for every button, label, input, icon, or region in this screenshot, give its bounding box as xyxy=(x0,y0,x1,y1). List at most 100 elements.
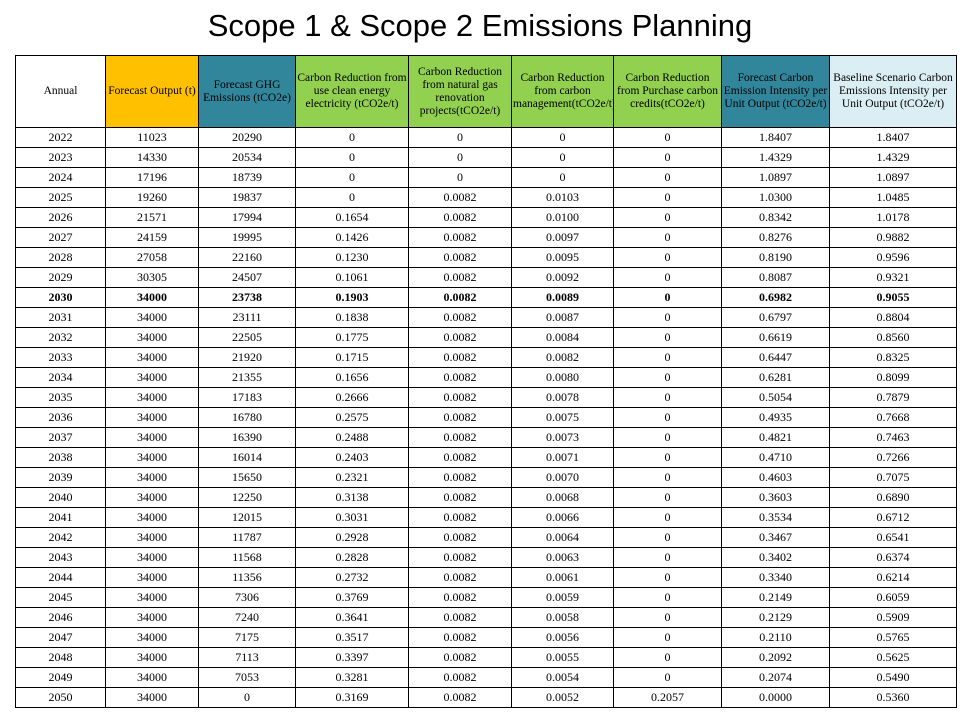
column-header: Forecast Carbon Emission Intensity per U… xyxy=(721,55,830,128)
table-cell: 0.1903 xyxy=(295,287,409,308)
table-cell: 0.6447 xyxy=(721,347,830,368)
table-cell: 34000 xyxy=(105,487,199,508)
table-cell: 0.3138 xyxy=(295,487,409,508)
table-cell: 0 xyxy=(198,687,296,708)
table-row: 2040 34000 12250 0.3138 0.0082 0.0068 0 0.3603 0… xyxy=(15,487,957,508)
table-cell: 34000 xyxy=(105,607,199,628)
table-row: 2043 34000 11568 0.2828 0.0082 0.0063 0 0.3402 0… xyxy=(15,547,957,568)
table-cell: 34000 xyxy=(105,587,199,608)
table-cell: 2046 xyxy=(15,607,106,628)
table-cell: 0.2321 xyxy=(295,467,409,488)
table-cell: 0 xyxy=(295,167,409,188)
table-cell: 0 xyxy=(613,327,722,348)
table-cell: 0 xyxy=(613,627,722,648)
table-cell: 0.0082 xyxy=(408,407,512,428)
table-cell: 0.1426 xyxy=(295,227,409,248)
table-row: 2046 34000 7240 0.3641 0.0082 0.0058 0 0.2129 0.… xyxy=(15,607,957,628)
table-cell: 0.0055 xyxy=(511,647,614,668)
emissions-table: Annual Forecast Output (t) Forecast GHG Em… xyxy=(15,55,957,708)
table-cell: 0.0082 xyxy=(408,247,512,268)
table-cell: 0.0082 xyxy=(408,287,512,308)
table-cell: 16014 xyxy=(198,447,296,468)
table-cell: 0.2488 xyxy=(295,427,409,448)
table-cell: 0.0082 xyxy=(408,587,512,608)
table-cell: 0 xyxy=(613,387,722,408)
table-row: 2032 34000 22505 0.1775 0.0082 0.0084 0 0.6619 0… xyxy=(15,327,957,348)
table-row: 2047 34000 7175 0.3517 0.0082 0.0056 0 0.2110 0.… xyxy=(15,627,957,648)
table-row: 2042 34000 11787 0.2928 0.0082 0.0064 0 0.3467 0… xyxy=(15,527,957,548)
table-cell: 7113 xyxy=(198,647,296,668)
table-cell: 0 xyxy=(511,127,614,148)
table-cell: 0.8087 xyxy=(721,267,830,288)
table-cell: 22505 xyxy=(198,327,296,348)
table-cell: 0.7463 xyxy=(829,427,957,448)
table-cell: 0 xyxy=(613,407,722,428)
table-cell: 0.2057 xyxy=(613,687,722,708)
table-cell: 11568 xyxy=(198,547,296,568)
table-cell: 0.0082 xyxy=(408,467,512,488)
table-cell: 2047 xyxy=(15,627,106,648)
table-cell: 0.5360 xyxy=(829,687,957,708)
table-cell: 0.6214 xyxy=(829,567,957,588)
table-cell: 0.0082 xyxy=(408,607,512,628)
table-cell: 2040 xyxy=(15,487,106,508)
table-cell: 0 xyxy=(613,527,722,548)
table-cell: 2027 xyxy=(15,227,106,248)
table-row: 2026 21571 17994 0.1654 0.0082 0.0100 0 0.8342 1… xyxy=(15,207,957,228)
table-cell: 34000 xyxy=(105,447,199,468)
table-cell: 0.3340 xyxy=(721,567,830,588)
table-cell: 0.5054 xyxy=(721,387,830,408)
table-cell: 0.3397 xyxy=(295,647,409,668)
table-cell: 2024 xyxy=(15,167,106,188)
title: Scope 1 & Scope 2 Emissions Planning xyxy=(207,8,753,43)
table-cell: 0.6619 xyxy=(721,327,830,348)
table-row: 2036 34000 16780 0.2575 0.0082 0.0075 0 0.4935 0… xyxy=(15,407,957,428)
table-cell: 0.0000 xyxy=(721,687,830,708)
table-cell: 0.0084 xyxy=(511,327,614,348)
table-cell: 0.0059 xyxy=(511,587,614,608)
table-cell: 0.0082 xyxy=(408,307,512,328)
table-cell: 0 xyxy=(613,207,722,228)
table-cell: 34000 xyxy=(105,667,199,688)
table-cell: 0.4935 xyxy=(721,407,830,428)
table-cell: 34000 xyxy=(105,547,199,568)
table-cell: 34000 xyxy=(105,367,199,388)
table-cell: 0.2403 xyxy=(295,447,409,468)
table-cell: 0.1654 xyxy=(295,207,409,228)
table-cell: 0.1656 xyxy=(295,367,409,388)
table-cell: 1.4329 xyxy=(721,147,830,168)
table-row: 2034 34000 21355 0.1656 0.0082 0.0080 0 0.6281 0… xyxy=(15,367,957,388)
table-cell: 0.1775 xyxy=(295,327,409,348)
table-cell: 22160 xyxy=(198,247,296,268)
table-cell: 0.3641 xyxy=(295,607,409,628)
table-cell: 2022 xyxy=(15,127,106,148)
table-cell: 0.8804 xyxy=(829,307,957,328)
table-cell: 0 xyxy=(613,567,722,588)
table-cell: 34000 xyxy=(105,507,199,528)
table-cell: 34000 xyxy=(105,287,199,308)
column-header: Carbon Reduction from use clean energy e… xyxy=(295,55,409,128)
table-cell: 0 xyxy=(613,307,722,328)
table-cell: 0.2110 xyxy=(721,627,830,648)
table-cell: 2050 xyxy=(15,687,106,708)
table-cell: 11356 xyxy=(198,567,296,588)
table-cell: 0 xyxy=(613,247,722,268)
table-row: 2044 34000 11356 0.2732 0.0082 0.0061 0 0.3340 0… xyxy=(15,567,957,588)
table-cell: 0.9596 xyxy=(829,247,957,268)
table-cell: 7053 xyxy=(198,667,296,688)
table-cell: 0.8276 xyxy=(721,227,830,248)
table-cell: 0.0103 xyxy=(511,187,614,208)
table-cell: 1.0485 xyxy=(829,187,957,208)
table-cell: 0.9321 xyxy=(829,267,957,288)
table-cell: 0.2928 xyxy=(295,527,409,548)
table-cell: 0.0075 xyxy=(511,407,614,428)
table-cell: 1.0300 xyxy=(721,187,830,208)
table-cell: 0.0082 xyxy=(511,347,614,368)
table-cell: 2041 xyxy=(15,507,106,528)
table-cell: 0.8099 xyxy=(829,367,957,388)
table-cell: 0.3467 xyxy=(721,527,830,548)
table-cell: 2031 xyxy=(15,307,106,328)
table-cell: 2048 xyxy=(15,647,106,668)
column-header: Baseline Scenario Carbon Emissions Inten… xyxy=(829,55,957,128)
table-cell: 0 xyxy=(613,127,722,148)
